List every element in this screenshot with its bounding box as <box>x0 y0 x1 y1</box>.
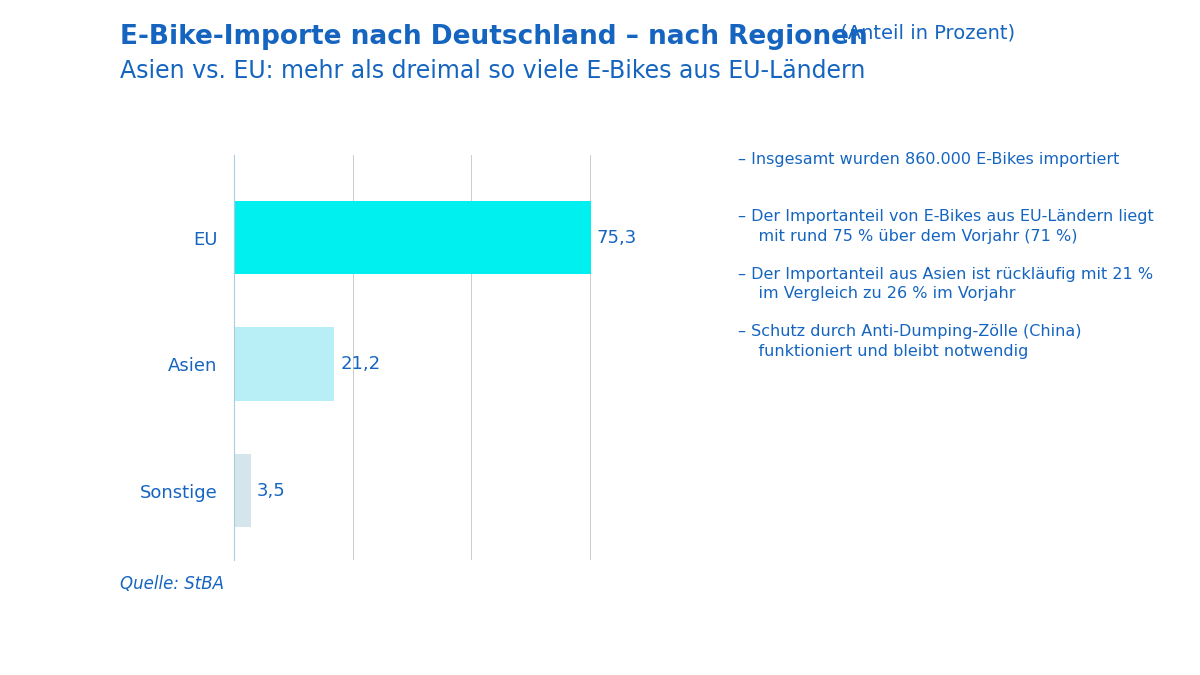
Text: Asien vs. EU: mehr als dreimal so viele E-Bikes aus EU-Ländern: Asien vs. EU: mehr als dreimal so viele … <box>120 59 865 84</box>
Text: ZIV: ZIV <box>26 628 76 654</box>
Bar <box>234 201 590 274</box>
Text: – Der Importanteil aus Asien ist rückläufig mit 21 %
    im Vergleich zu 26 % im: – Der Importanteil aus Asien ist rückläu… <box>738 267 1153 302</box>
Bar <box>234 454 251 527</box>
Text: 21,2: 21,2 <box>340 355 380 373</box>
Text: 75,3: 75,3 <box>596 229 637 246</box>
Text: – Insgesamt wurden 860.000 E-Bikes importiert: – Insgesamt wurden 860.000 E-Bikes impor… <box>738 152 1120 167</box>
Text: 12. März 2025     Marktdaten Fahrräder und E-Bikes 2024     47: 12. März 2025 Marktdaten Fahrräder und E… <box>776 636 1170 649</box>
Text: Quelle: StBA: Quelle: StBA <box>120 575 224 593</box>
Text: E-Bike-Importe nach Deutschland – nach Regionen: E-Bike-Importe nach Deutschland – nach R… <box>120 24 868 50</box>
Text: – Schutz durch Anti-Dumping-Zölle (China)
    funktioniert und bleibt notwendig: – Schutz durch Anti-Dumping-Zölle (China… <box>738 324 1081 359</box>
Text: 3,5: 3,5 <box>257 482 286 500</box>
Text: DIE
FAHRRAD-
INDUSTRIE: DIE FAHRRAD- INDUSTRIE <box>86 625 127 657</box>
Text: – Der Importanteil von E-Bikes aus EU-Ländern liegt
    mit rund 75 % über dem V: – Der Importanteil von E-Bikes aus EU-Lä… <box>738 209 1153 244</box>
Text: (Anteil in Prozent): (Anteil in Prozent) <box>834 24 1015 43</box>
Bar <box>234 327 335 401</box>
